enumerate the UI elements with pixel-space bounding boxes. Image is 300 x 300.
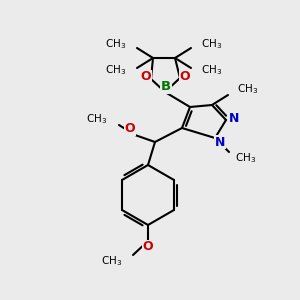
Text: CH$_3$: CH$_3$: [105, 63, 126, 77]
Text: CH$_3$: CH$_3$: [101, 254, 122, 268]
Text: O: O: [143, 241, 153, 254]
Text: CH$_3$: CH$_3$: [201, 37, 222, 51]
Text: O: O: [180, 70, 190, 83]
Text: CH$_3$: CH$_3$: [237, 82, 258, 96]
Text: B: B: [161, 80, 171, 94]
Text: CH$_3$: CH$_3$: [235, 151, 256, 165]
Text: N: N: [215, 136, 225, 148]
Text: O: O: [141, 70, 151, 83]
Text: N: N: [229, 112, 239, 124]
Text: CH$_3$: CH$_3$: [86, 112, 107, 126]
Text: CH$_3$: CH$_3$: [105, 37, 126, 51]
Text: CH$_3$: CH$_3$: [201, 63, 222, 77]
Text: O: O: [125, 122, 135, 136]
